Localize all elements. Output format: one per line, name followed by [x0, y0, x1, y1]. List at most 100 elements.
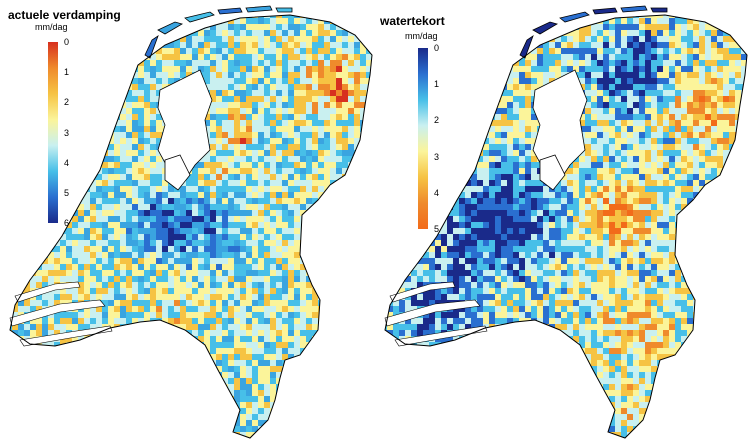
- raster-cell: [312, 198, 318, 204]
- raster-cell: [180, 300, 186, 306]
- raster-cell: [168, 264, 174, 270]
- raster-cell: [228, 414, 234, 420]
- raster-cell: [10, 204, 12, 210]
- raster-cell: [252, 174, 258, 180]
- raster-cell: [264, 390, 270, 396]
- raster-cell: [264, 24, 270, 30]
- raster-cell: [246, 216, 252, 222]
- raster-cell: [246, 0, 252, 6]
- raster-cell: [102, 378, 108, 384]
- raster-cell: [18, 54, 24, 60]
- raster-cell: [138, 246, 144, 252]
- raster-cell: [174, 312, 180, 318]
- raster-cell: [300, 102, 306, 108]
- raster-cell: [84, 432, 90, 438]
- raster-cell: [360, 96, 366, 102]
- raster-cell: [108, 336, 114, 342]
- raster-cell: [270, 306, 276, 312]
- raster-cell: [348, 390, 354, 396]
- raster-cell: [312, 270, 318, 276]
- raster-cell: [120, 342, 126, 348]
- raster-cell: [18, 48, 24, 54]
- raster-cell: [288, 174, 294, 180]
- raster-cell: [126, 114, 132, 120]
- raster-cell: [138, 168, 144, 174]
- raster-cell: [30, 156, 36, 162]
- raster-cell: [312, 168, 318, 174]
- raster-cell: [282, 264, 288, 270]
- raster-cell: [66, 54, 72, 60]
- raster-cell: [513, 18, 519, 24]
- raster-cell: [342, 48, 348, 54]
- raster-cell: [162, 282, 168, 288]
- raster-cell: [216, 240, 222, 246]
- raster-cell: [306, 348, 312, 354]
- raster-cell: [36, 72, 42, 78]
- raster-cell: [96, 360, 102, 366]
- raster-cell: [228, 54, 234, 60]
- raster-cell: [168, 408, 174, 414]
- raster-cell: [288, 30, 294, 36]
- raster-cell: [132, 6, 138, 12]
- raster-cell: [306, 36, 312, 42]
- raster-cell: [252, 90, 258, 96]
- raster-cell: [180, 186, 186, 192]
- raster-cell: [60, 48, 66, 54]
- raster-cell: [138, 240, 144, 246]
- raster-cell: [180, 6, 186, 12]
- raster-cell: [294, 144, 300, 150]
- raster-cell: [324, 228, 330, 234]
- raster-cell: [336, 414, 342, 420]
- raster-cell: [204, 198, 210, 204]
- raster-cell: [78, 96, 84, 102]
- raster-cell: [108, 354, 114, 360]
- raster-cell: [36, 204, 42, 210]
- raster-cell: [198, 66, 204, 72]
- raster-cell: [288, 354, 294, 360]
- raster-cell: [90, 222, 96, 228]
- raster-cell: [252, 66, 258, 72]
- raster-cell: [18, 330, 24, 336]
- raster-cell: [102, 174, 108, 180]
- raster-cell: [228, 102, 234, 108]
- raster-cell: [735, 24, 741, 30]
- raster-cell: [306, 204, 312, 210]
- raster-cell: [216, 246, 222, 252]
- raster-cell: [216, 288, 222, 294]
- raster-cell: [186, 270, 192, 276]
- raster-cell: [0, 162, 6, 168]
- raster-cell: [198, 312, 204, 318]
- raster-cell: [54, 234, 60, 240]
- raster-cell: [282, 24, 288, 30]
- raster-cell: [186, 204, 192, 210]
- raster-cell: [150, 306, 156, 312]
- raster-cell: [174, 234, 180, 240]
- raster-cell: [300, 30, 306, 36]
- raster-cell: [234, 186, 240, 192]
- raster-cell: [597, 24, 603, 30]
- raster-cell: [84, 366, 90, 372]
- raster-cell: [30, 96, 36, 102]
- raster-cell: [180, 384, 186, 390]
- raster-cell: [216, 60, 222, 66]
- raster-cell: [126, 372, 132, 378]
- raster-cell: [246, 210, 252, 216]
- raster-cell: [102, 210, 108, 216]
- raster-cell: [24, 378, 30, 384]
- raster-cell: [222, 432, 228, 438]
- raster-cell: [318, 342, 324, 348]
- raster-cell: [354, 24, 360, 30]
- raster-cell: [324, 168, 330, 174]
- raster-cell: [108, 192, 114, 198]
- raster-cell: [42, 240, 48, 246]
- raster-cell: [24, 264, 30, 270]
- raster-cell: [90, 30, 96, 36]
- raster-cell: [198, 216, 204, 222]
- raster-cell: [36, 432, 42, 438]
- raster-cell: [234, 48, 240, 54]
- raster-cell: [168, 372, 174, 378]
- raster-cell: [300, 168, 306, 174]
- raster-cell: [312, 186, 318, 192]
- raster-cell: [318, 18, 324, 24]
- raster-cell: [342, 30, 348, 36]
